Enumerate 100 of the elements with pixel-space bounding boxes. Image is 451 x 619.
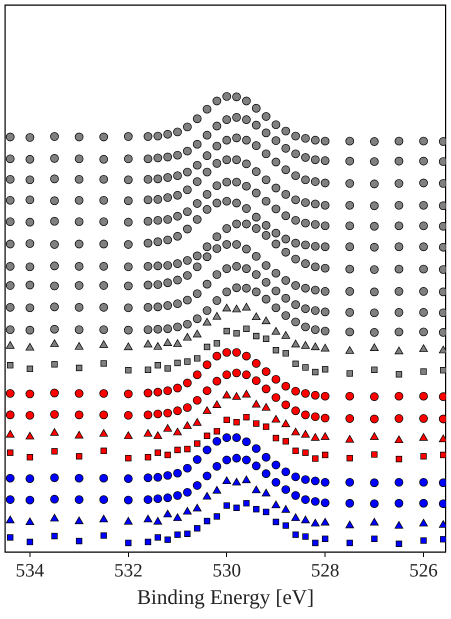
point (192, 215, 202, 224)
point (262, 336, 270, 342)
point (291, 340, 300, 348)
point (281, 190, 290, 199)
point (320, 498, 330, 508)
point (100, 532, 107, 539)
point (174, 446, 181, 454)
point (50, 473, 59, 482)
point (291, 281, 300, 290)
point (153, 174, 162, 184)
point (310, 342, 320, 350)
point (272, 374, 280, 384)
point (281, 294, 290, 303)
point (222, 115, 232, 124)
point (224, 328, 230, 334)
point (242, 476, 251, 484)
point (26, 195, 34, 204)
point (243, 326, 250, 332)
point (51, 361, 58, 368)
point (346, 454, 353, 462)
point (6, 495, 15, 504)
point (26, 496, 34, 504)
point (420, 537, 427, 544)
point (301, 218, 310, 228)
point (50, 428, 59, 436)
point (6, 262, 15, 271)
point (310, 155, 320, 164)
point (312, 455, 318, 462)
point (371, 536, 378, 542)
point (419, 221, 428, 230)
point (183, 185, 192, 194)
point (6, 132, 15, 142)
point (144, 325, 152, 334)
point (281, 419, 290, 428)
point (99, 281, 108, 290)
point (292, 532, 299, 538)
point (99, 240, 108, 248)
point (99, 410, 108, 420)
point (370, 137, 379, 146)
point (232, 113, 241, 122)
point (192, 140, 202, 149)
point (262, 220, 270, 230)
point (272, 414, 280, 423)
point (50, 196, 59, 206)
point (272, 327, 280, 335)
point (6, 341, 15, 349)
point (291, 428, 300, 436)
point (310, 390, 320, 400)
point (272, 286, 280, 296)
point (370, 157, 379, 166)
point (396, 540, 402, 547)
point (222, 390, 232, 398)
point (173, 259, 182, 268)
point (154, 516, 162, 525)
point (320, 264, 330, 273)
point (163, 193, 172, 202)
point (76, 364, 82, 372)
point (173, 491, 182, 500)
point (74, 474, 84, 483)
point (222, 136, 232, 145)
point (252, 270, 261, 279)
point (163, 130, 172, 139)
x-tick-label: 530 (212, 560, 241, 582)
point (124, 431, 133, 439)
point (222, 288, 232, 296)
point (214, 428, 220, 434)
point (310, 412, 320, 422)
point (100, 448, 107, 454)
point (154, 342, 162, 350)
point (99, 474, 108, 483)
point (291, 171, 300, 180)
point (153, 324, 162, 334)
point (345, 414, 354, 423)
point (202, 386, 212, 396)
point (163, 424, 172, 432)
point (281, 248, 290, 257)
point (232, 283, 241, 292)
point (144, 303, 152, 312)
point (262, 196, 270, 206)
point (192, 314, 202, 324)
point (291, 491, 300, 500)
point (301, 284, 310, 293)
point (345, 200, 354, 210)
point (99, 303, 108, 312)
point (153, 302, 162, 312)
point (202, 318, 212, 326)
point (51, 448, 58, 454)
point (394, 287, 404, 296)
point (438, 499, 446, 508)
point (272, 303, 280, 312)
point (26, 133, 34, 142)
point (281, 165, 290, 174)
point (99, 514, 108, 522)
point (345, 520, 354, 528)
point (125, 454, 132, 462)
point (202, 280, 212, 288)
point (212, 296, 222, 305)
point (174, 532, 181, 538)
point (345, 328, 354, 336)
point (242, 204, 251, 213)
